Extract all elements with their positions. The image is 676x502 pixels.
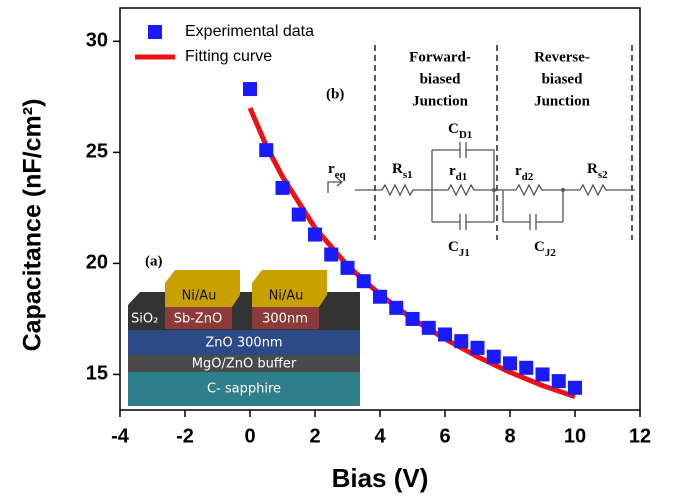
- layer-label: Ni/Au: [269, 289, 304, 304]
- data-point: [568, 380, 582, 395]
- x-tick-label: 0: [244, 425, 255, 447]
- data-point: [389, 300, 404, 315]
- region-label: Forward-: [409, 49, 471, 65]
- inset-a: (a) Ni/Au Ni/Au SiO₂ Sb-ZnO 300nm ZnO 30…: [128, 253, 360, 406]
- circuit: [355, 142, 635, 230]
- inset-b: (b) Forward-biased Junction Reverse-biased…: [326, 45, 635, 259]
- data-point: [308, 227, 322, 242]
- element-subscript: D1: [459, 129, 472, 141]
- data-point: [243, 82, 257, 97]
- data-point: [275, 180, 290, 195]
- inset-label: (a): [145, 253, 163, 269]
- layer-label: C- sapphire: [207, 382, 281, 397]
- y-tick-label: 30: [86, 30, 108, 52]
- element-symbol: C: [448, 121, 459, 137]
- element-subscript: J1: [459, 247, 470, 259]
- element-symbol: r: [328, 161, 335, 177]
- layer: [128, 330, 360, 355]
- x-tick-label: 2: [309, 425, 320, 447]
- data-point: [259, 143, 274, 158]
- data-point: [373, 289, 387, 304]
- data-point: [405, 311, 420, 326]
- element-subscript: eq: [335, 169, 347, 181]
- element-label: rd1: [449, 163, 467, 182]
- legend-swatch: [148, 25, 162, 39]
- y-axis-title: Capacitance (nF/cm²): [19, 99, 47, 352]
- element-label: Rs1: [392, 161, 413, 180]
- element-symbol: C: [448, 239, 459, 255]
- data-point: [503, 356, 517, 371]
- region-label: Junction: [534, 93, 591, 109]
- x-tick-label: 10: [564, 425, 586, 447]
- data-point: [535, 367, 550, 382]
- contact: [252, 307, 319, 329]
- element-subscript: s1: [403, 169, 413, 181]
- data-point: [438, 327, 452, 342]
- layer-label: SiO₂: [131, 312, 158, 327]
- region-label: biased: [420, 71, 462, 87]
- element-symbol: r: [449, 163, 456, 179]
- element-label: CJ1: [448, 239, 470, 258]
- arrow: [327, 177, 344, 193]
- element-subscript: s2: [598, 169, 608, 181]
- legend-label: Experimental data: [185, 23, 314, 40]
- layer-label: 300nm: [262, 312, 308, 327]
- data-point: [519, 360, 534, 375]
- element-label: Rs2: [587, 161, 608, 180]
- data-point: [551, 374, 566, 389]
- layer: [128, 372, 360, 406]
- element-symbol: r: [515, 163, 522, 179]
- node: [561, 188, 565, 192]
- x-tick-label: -4: [111, 425, 130, 447]
- element-subscript: J2: [545, 247, 557, 259]
- element-subscript: d1: [456, 171, 468, 183]
- data-point: [486, 349, 501, 364]
- element-symbol: C: [534, 239, 545, 255]
- data-point: [356, 274, 371, 289]
- element-label: CJ2: [534, 239, 556, 258]
- node: [492, 188, 496, 192]
- data-point: [454, 334, 469, 349]
- element-subscript: d2: [522, 171, 534, 183]
- element-symbol: R: [392, 161, 403, 177]
- y-tick-label: 20: [86, 252, 108, 274]
- metal: [165, 270, 240, 307]
- data-point: [421, 320, 436, 335]
- element-label: rd2: [515, 163, 534, 182]
- element-symbol: R: [587, 161, 598, 177]
- x-axis-title: Bias (V): [332, 463, 429, 493]
- y-tick-label: 15: [86, 363, 108, 385]
- metal: [252, 270, 327, 307]
- x-tick-label: 4: [374, 425, 386, 447]
- legend-label: Fitting curve: [185, 48, 272, 65]
- data-point: [470, 340, 485, 355]
- x-tick-label: 8: [504, 425, 515, 447]
- region-label: Junction: [412, 93, 469, 109]
- layer: [128, 355, 360, 372]
- data-point: [291, 207, 306, 222]
- layer-label: MgO/ZnO buffer: [192, 357, 297, 372]
- region-label: Reverse-: [534, 49, 590, 65]
- y-tick-label: 25: [86, 141, 108, 163]
- layer-label: ZnO 300nm: [205, 336, 282, 351]
- layer: [128, 292, 360, 330]
- x-tick-label: -2: [176, 425, 194, 447]
- contact: [165, 307, 232, 329]
- x-tick-label: 12: [629, 425, 651, 447]
- inset-label: (b): [326, 86, 344, 102]
- layer-label: Sb-ZnO: [174, 312, 223, 327]
- x-tick-label: 6: [439, 425, 450, 447]
- data-point: [340, 260, 355, 275]
- data-point: [324, 247, 339, 262]
- region-label: biased: [542, 71, 584, 87]
- element-label: CD1: [448, 121, 472, 140]
- element-label: req: [328, 161, 347, 180]
- layer-label: Ni/Au: [182, 289, 217, 304]
